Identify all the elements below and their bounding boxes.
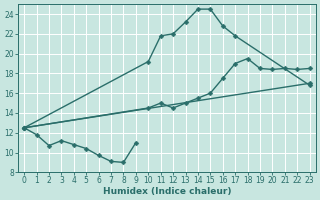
- X-axis label: Humidex (Indice chaleur): Humidex (Indice chaleur): [103, 187, 231, 196]
